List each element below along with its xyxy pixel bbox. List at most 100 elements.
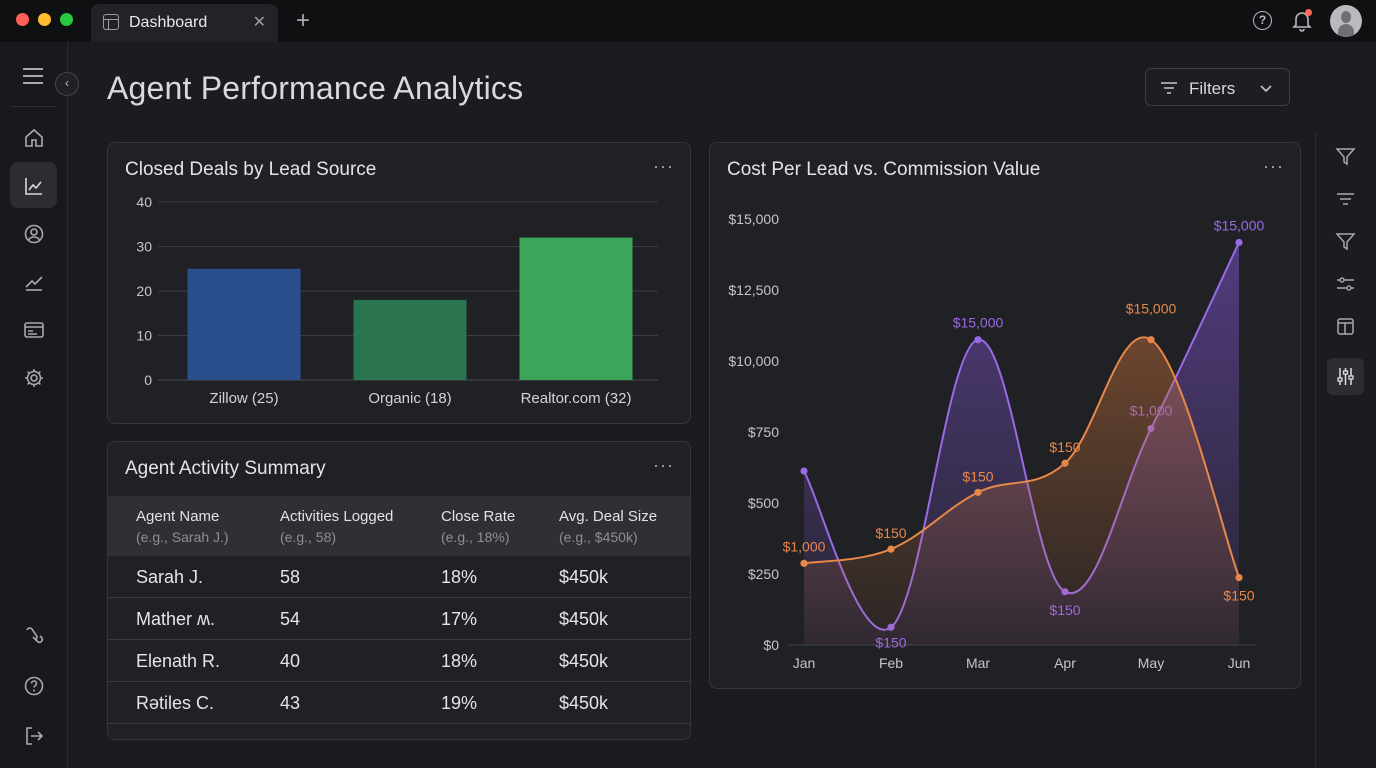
y-tick-label: $12,500 — [728, 282, 779, 298]
chevron-down-icon — [1260, 85, 1272, 93]
table-header: Agent Name (e.g., Sarah J.) Activities L… — [108, 496, 690, 556]
trend-icon — [25, 276, 43, 291]
sidebar-item-integrations[interactable] — [10, 612, 57, 658]
sidebar-divider — [10, 106, 56, 107]
sidebar-item-logout[interactable] — [10, 712, 57, 758]
close-rate: 17% — [441, 609, 478, 629]
column-header-close-rate[interactable]: Close Rate (e.g., 18%) — [441, 508, 516, 545]
users-icon — [24, 224, 44, 244]
sidebar-item-agents[interactable] — [10, 210, 57, 256]
x-tick-label: Realtor.com (32) — [521, 390, 632, 407]
maximize-window-button[interactable] — [60, 13, 73, 26]
avg-deal-size: $450k — [559, 609, 609, 629]
filters-button[interactable]: Filters — [1145, 68, 1290, 106]
sliders-icon — [1337, 277, 1354, 291]
tab-label: Dashboard — [129, 14, 208, 31]
agent-activity-card: Agent Activity Summary ··· Agent Name (e… — [107, 441, 691, 740]
column-header-activities[interactable]: Activities Logged (e.g., 58) — [280, 508, 394, 545]
activities-logged: 58 — [280, 567, 301, 587]
bell-icon[interactable] — [1292, 10, 1312, 32]
tab-dashboard[interactable]: Dashboard ✕ — [91, 4, 278, 42]
y-tick-label: 30 — [136, 239, 152, 255]
more-options-icon[interactable]: ··· — [653, 156, 674, 176]
x-tick-label: Jun — [1228, 655, 1251, 671]
sidebar-item-help[interactable] — [10, 662, 57, 708]
x-tick-label: May — [1138, 655, 1164, 671]
close-window-button[interactable] — [16, 13, 29, 26]
agent-name: Sarah J. — [136, 567, 204, 587]
data-label: $1,000 — [783, 538, 826, 554]
minimize-window-button[interactable] — [38, 13, 51, 26]
data-label: $15,000 — [1214, 217, 1265, 233]
orange-data-point — [800, 559, 808, 567]
bar — [187, 268, 301, 380]
sidebar-item-analytics[interactable] — [10, 162, 57, 208]
more-options-icon[interactable]: ··· — [1263, 156, 1284, 176]
sidebar-item-settings[interactable] — [10, 354, 57, 400]
purple-data-point — [800, 467, 808, 475]
collapse-sidebar-button[interactable]: ‹ — [55, 72, 79, 96]
sidebar-item-home[interactable] — [10, 114, 57, 160]
activities-logged: 43 — [280, 693, 301, 713]
panel-tool[interactable] — [1327, 308, 1364, 345]
x-tick-label: Mar — [966, 655, 990, 671]
filter-lines-icon — [1161, 82, 1177, 94]
page-title: Agent Performance Analytics — [107, 70, 524, 106]
data-label: $15,000 — [1126, 301, 1177, 317]
orange-data-point — [887, 545, 895, 553]
data-label: $15,000 — [953, 315, 1004, 331]
logout-icon — [26, 727, 44, 745]
sidebar-item-trends[interactable] — [10, 258, 57, 304]
card-icon — [24, 322, 44, 338]
close-rate: 19% — [441, 693, 478, 713]
x-tick-label: Organic (18) — [368, 390, 451, 407]
table-row[interactable]: Sarah J. 58 18% $450k — [108, 556, 690, 598]
filters-label: Filters — [1189, 79, 1236, 98]
table-row[interactable]: Rәtiles C. 43 19% $450k — [108, 682, 690, 724]
bar — [519, 237, 633, 380]
funnel-icon — [1335, 148, 1356, 166]
title-bar: Dashboard ✕ + ? — [0, 0, 1376, 42]
chart-icon — [25, 178, 42, 195]
help-icon — [24, 676, 44, 696]
agent-activity-title: Agent Activity Summary — [125, 458, 326, 479]
cost-per-lead-card: Cost Per Lead vs. Commission Value ··· $… — [709, 142, 1301, 689]
sidebar — [0, 42, 68, 768]
data-label: $150 — [962, 468, 993, 484]
y-tick-label: $750 — [748, 424, 779, 440]
orange-data-point — [1235, 573, 1243, 582]
new-tab-button[interactable]: + — [296, 7, 311, 34]
close-tab-icon[interactable]: ✕ — [252, 14, 266, 31]
more-options-icon[interactable]: ··· — [653, 455, 674, 475]
filter-tool[interactable] — [1327, 138, 1364, 175]
tune-icon — [1337, 368, 1354, 385]
sidebar-item-reports[interactable] — [10, 306, 57, 352]
orange-data-point — [974, 488, 982, 496]
column-header-deal-size[interactable]: Avg. Deal Size (e.g., $450k) — [559, 508, 658, 545]
panel-icon — [1337, 318, 1354, 335]
x-tick-label: Apr — [1054, 655, 1076, 671]
agent-name: Elenath R. — [136, 651, 221, 671]
filter-tool-2[interactable] — [1327, 223, 1364, 260]
column-header-agent-name[interactable]: Agent Name (e.g., Sarah J.) — [136, 508, 229, 545]
y-tick-label: 10 — [136, 328, 152, 344]
sort-icon — [1337, 193, 1354, 205]
avatar[interactable] — [1330, 5, 1362, 37]
close-rate: 18% — [441, 567, 478, 587]
table-row[interactable]: Elenath R. 40 18% $450k — [108, 640, 690, 682]
line-chart: $0 $250 $500 $750 $10,000 $12,500 $15,000 Jan Fe… — [728, 211, 1265, 671]
funnel-icon — [1335, 233, 1356, 251]
tune-tool[interactable] — [1327, 358, 1364, 395]
activities-logged: 40 — [280, 651, 301, 671]
orange-data-point — [1147, 336, 1155, 344]
help-icon[interactable]: ? — [1253, 11, 1272, 30]
sort-tool[interactable] — [1327, 181, 1364, 218]
avg-deal-size: $450k — [559, 693, 609, 713]
table-row[interactable]: Mather ʍ. 54 17% $450k — [108, 598, 690, 640]
adjust-tool[interactable] — [1327, 266, 1364, 303]
y-tick-label: $15,000 — [728, 211, 779, 227]
menu-icon[interactable] — [23, 68, 43, 84]
notification-badge — [1305, 9, 1312, 16]
y-tick-label: 0 — [144, 372, 152, 388]
closed-deals-card: Closed Deals by Lead Source ··· 0 10 20 30 4… — [107, 142, 691, 424]
